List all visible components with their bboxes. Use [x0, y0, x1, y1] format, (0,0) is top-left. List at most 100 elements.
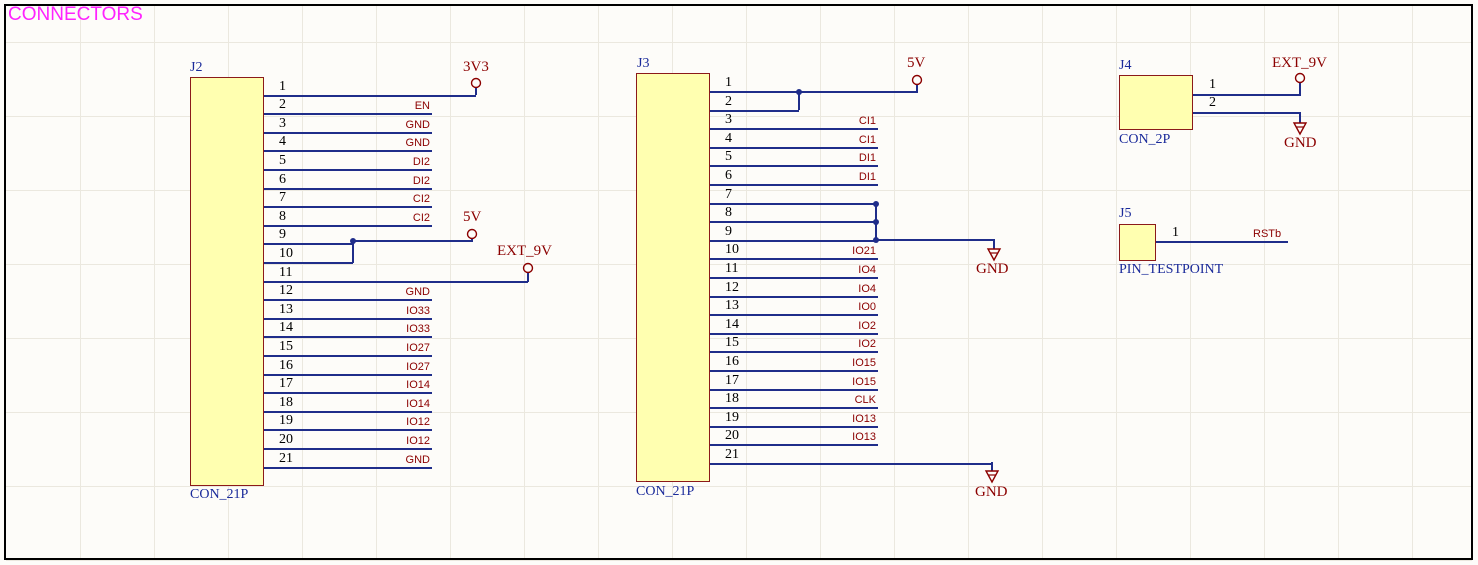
- j3-body[interactable]: [636, 73, 710, 482]
- pin-number: 9: [279, 227, 286, 243]
- sheet-border: [4, 4, 1473, 560]
- grid-line: [6, 412, 1472, 413]
- pin-wire[interactable]: [264, 317, 432, 320]
- pin-wire[interactable]: [710, 146, 878, 149]
- pin-wire[interactable]: [264, 261, 353, 264]
- pin-wire[interactable]: [264, 187, 432, 190]
- pin-wire[interactable]: [264, 280, 528, 283]
- pin-wire[interactable]: [264, 336, 432, 339]
- pin-wire[interactable]: [264, 224, 432, 227]
- pin-wire[interactable]: [264, 94, 476, 97]
- pin-wire[interactable]: [710, 332, 878, 335]
- pin-wire[interactable]: [710, 202, 876, 205]
- pin-wire[interactable]: [264, 113, 432, 116]
- pin-number: 3: [725, 112, 732, 128]
- j3-wire-pin1-2-tie: [798, 92, 800, 110]
- j4-wire-pin1: [1193, 94, 1301, 96]
- net-label: IO2: [858, 319, 876, 332]
- pin-wire[interactable]: [264, 243, 353, 246]
- pin-number: 17: [725, 372, 739, 388]
- j4-pin-number: 1: [1209, 77, 1216, 92]
- pin-wire[interactable]: [264, 299, 432, 302]
- j3-wire-5v-bus: [798, 91, 918, 93]
- ground-arrow-icon: [984, 470, 1000, 484]
- pin-wire[interactable]: [264, 373, 432, 376]
- ground-arrow-icon: [986, 248, 1002, 262]
- j5-designator: J5: [1119, 206, 1132, 221]
- pin-wire[interactable]: [264, 447, 432, 450]
- pin-wire[interactable]: [710, 109, 799, 112]
- pin-number: 16: [279, 357, 293, 373]
- j3-wire-gnd-drop: [993, 239, 995, 249]
- pin-number: 8: [279, 208, 286, 224]
- pin-wire[interactable]: [264, 466, 432, 469]
- grid-line: [1338, 6, 1339, 558]
- circle-power-icon: [466, 228, 478, 240]
- ground-label: GND: [1284, 135, 1317, 151]
- j4-wire-ext9v-drop: [1299, 83, 1301, 95]
- net-label: IO13: [852, 412, 876, 425]
- net-label: IO33: [406, 323, 430, 336]
- pin-wire[interactable]: [710, 370, 878, 372]
- pin-wire[interactable]: [710, 277, 878, 279]
- j4-designator: J4: [1119, 58, 1132, 73]
- pin-wire[interactable]: [710, 444, 878, 447]
- net-label: IO14: [406, 397, 430, 410]
- power-label-5v: 5V: [463, 209, 482, 225]
- net-label: IO12: [406, 416, 430, 429]
- pin-wire[interactable]: [710, 351, 878, 354]
- power-label-5v: 5V: [907, 55, 926, 71]
- pin-wire[interactable]: [710, 425, 878, 428]
- j5-body[interactable]: [1119, 224, 1156, 261]
- pin-number: 14: [725, 316, 739, 332]
- pin-wire[interactable]: [264, 429, 432, 432]
- net-label: GND: [405, 137, 430, 150]
- pin-wire[interactable]: [710, 463, 993, 465]
- j3-wire-gnd-bus: [876, 239, 995, 241]
- pin-number: 17: [279, 376, 293, 392]
- pin-wire[interactable]: [264, 131, 432, 134]
- pin-wire[interactable]: [710, 295, 878, 298]
- pin-wire[interactable]: [710, 258, 878, 261]
- pin-wire[interactable]: [264, 168, 432, 171]
- pin-wire[interactable]: [710, 314, 878, 317]
- pin-wire[interactable]: [710, 184, 878, 186]
- pin-wire[interactable]: [710, 239, 876, 242]
- net-label: IO27: [406, 341, 430, 354]
- j2-wire-5v-bus: [352, 240, 472, 242]
- pin-wire[interactable]: [264, 206, 432, 209]
- j4-body[interactable]: [1119, 75, 1193, 130]
- pin-wire[interactable]: [710, 128, 878, 131]
- pin-wire[interactable]: [710, 165, 878, 168]
- pin-wire[interactable]: [264, 354, 432, 357]
- net-label: IO2: [858, 338, 876, 351]
- pin-wire[interactable]: [710, 221, 876, 224]
- net-label: DI2: [412, 155, 430, 168]
- pin-number: 7: [279, 190, 286, 206]
- net-label: CLK: [854, 394, 876, 407]
- pin-number: 9: [725, 223, 732, 239]
- pin-number: 18: [279, 394, 293, 410]
- pin-wire[interactable]: [264, 410, 432, 413]
- pin-wire[interactable]: [710, 407, 878, 410]
- grid-line: [746, 6, 747, 558]
- pin-wire[interactable]: [710, 388, 878, 391]
- net-label: CI2: [412, 211, 430, 224]
- grid-line: [6, 486, 1472, 487]
- net-label: RSTb: [1253, 228, 1282, 240]
- net-label: IO12: [406, 434, 430, 447]
- j2-body[interactable]: [190, 77, 264, 486]
- ground-arrow-icon: [1292, 122, 1308, 136]
- grid-line: [968, 6, 969, 558]
- j3-wire-gnd2-drop: [991, 462, 993, 471]
- pin-number: 20: [279, 431, 293, 447]
- j5-wire-pin1: [1156, 241, 1288, 243]
- pin-wire[interactable]: [264, 392, 432, 395]
- pin-wire[interactable]: [264, 150, 432, 153]
- circle-power-icon: [522, 262, 534, 274]
- grid-line: [1264, 6, 1265, 558]
- sheet-title: CONNECTORS: [8, 4, 143, 25]
- grid-line: [6, 116, 1472, 117]
- pin-number: 21: [725, 447, 739, 462]
- junction-dot: [873, 219, 879, 225]
